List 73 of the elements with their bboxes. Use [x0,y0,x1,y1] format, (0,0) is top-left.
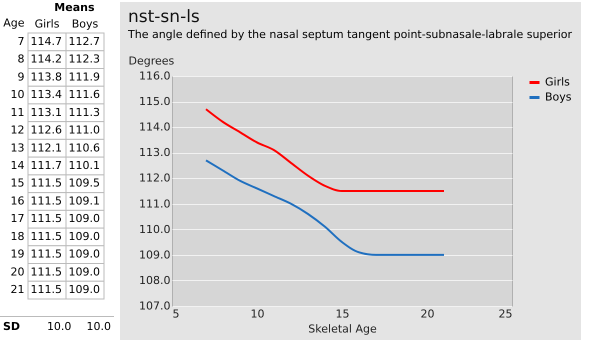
text: Age [3,16,25,30]
x-tick-label: 5 [172,308,180,320]
text: 10.0 [46,320,72,333]
data-label: 112.3 [68,52,100,66]
data-label: 109.0 [68,283,100,296]
y-tick-label: 111.0 [139,197,170,210]
data-label: 110.6 [68,141,100,154]
data-label: 111.5 [30,176,62,190]
data-label: 111.3 [68,106,100,119]
text: 10.0 [86,320,112,333]
y-tick-label: 15 [10,176,24,190]
y-tick-label: 110.0 [139,222,170,236]
data-label: 113.1 [30,106,62,119]
y-tick-label: 116.0 [139,70,170,82]
data-label: 111.5 [30,248,62,261]
data-label: 111.5 [30,283,62,296]
y-tick-label: 107.0 [139,300,170,312]
y-tick-label: 17 [10,212,24,226]
line-series [205,159,445,256]
y-tick-label: 114.0 [139,120,170,134]
y-tick-label: 20 [10,265,24,278]
data-label: 111.5 [30,194,62,208]
data-label: 111.5 [30,212,62,226]
y-tick-label: 21 [10,283,24,296]
data-label: 109.0 [68,248,100,261]
y-tick-label: 109.0 [139,248,170,262]
y-tick-label: 13 [10,141,24,154]
data-label: 110.1 [68,159,100,172]
text: Means [54,1,95,14]
x-tick-label: 10 [250,308,264,320]
y-tick-label: 112.0 [139,172,170,185]
legend-label: Girls [545,76,570,88]
data-label: 111.5 [30,230,62,243]
data-label: 109.5 [68,176,100,190]
legend-label: Boys [545,90,572,104]
data-label: 109.0 [68,212,100,226]
y-tick-label: 115.0 [139,95,170,108]
chart-subtitle: The angle defined by the nasal septum tangent point-subnasale-labrale superior [127,28,572,41]
x-axis-title: Skeletal Age [308,322,377,336]
y-tick-label: 7 [18,34,24,48]
data-label: 109.1 [68,194,100,208]
x-tick-label: 25 [498,308,512,320]
data-label: 111.6 [68,88,100,102]
line-series [205,108,445,192]
y-tick-label: 108.0 [139,274,170,287]
y-axis-title: Degrees [128,54,175,68]
data-label: 111.5 [30,265,62,278]
y-tick-label: 14 [10,159,24,172]
y-tick-label: 12 [10,124,24,137]
data-label: 112.1 [30,141,62,154]
data-label: 112.6 [30,124,62,137]
data-label: 109.0 [68,230,100,243]
y-tick-label: 18 [10,230,24,243]
x-tick-label: 15 [336,308,350,320]
data-label: 114.7 [30,34,62,48]
data-label: 111.7 [30,159,62,172]
y-tick-label: 11 [10,106,24,119]
data-label: 111.9 [68,70,100,84]
y-tick-label: 9 [18,70,24,84]
data-label: 111.0 [68,124,100,137]
data-label: 114.2 [30,52,62,66]
y-tick-label: 10 [10,88,24,102]
y-tick-label: 16 [10,194,24,208]
chart-title: nst-sn-ls [128,7,200,27]
text: SD [2,320,22,333]
data-label: 109.0 [68,265,100,278]
data-label: 113.4 [30,88,62,102]
x-tick-label: 20 [420,308,434,320]
y-tick-label: 19 [10,248,24,261]
data-label: 113.8 [30,70,62,84]
data-label: 112.7 [68,34,100,48]
y-tick-label: 8 [18,52,24,66]
y-tick-label: 113.0 [139,146,170,160]
